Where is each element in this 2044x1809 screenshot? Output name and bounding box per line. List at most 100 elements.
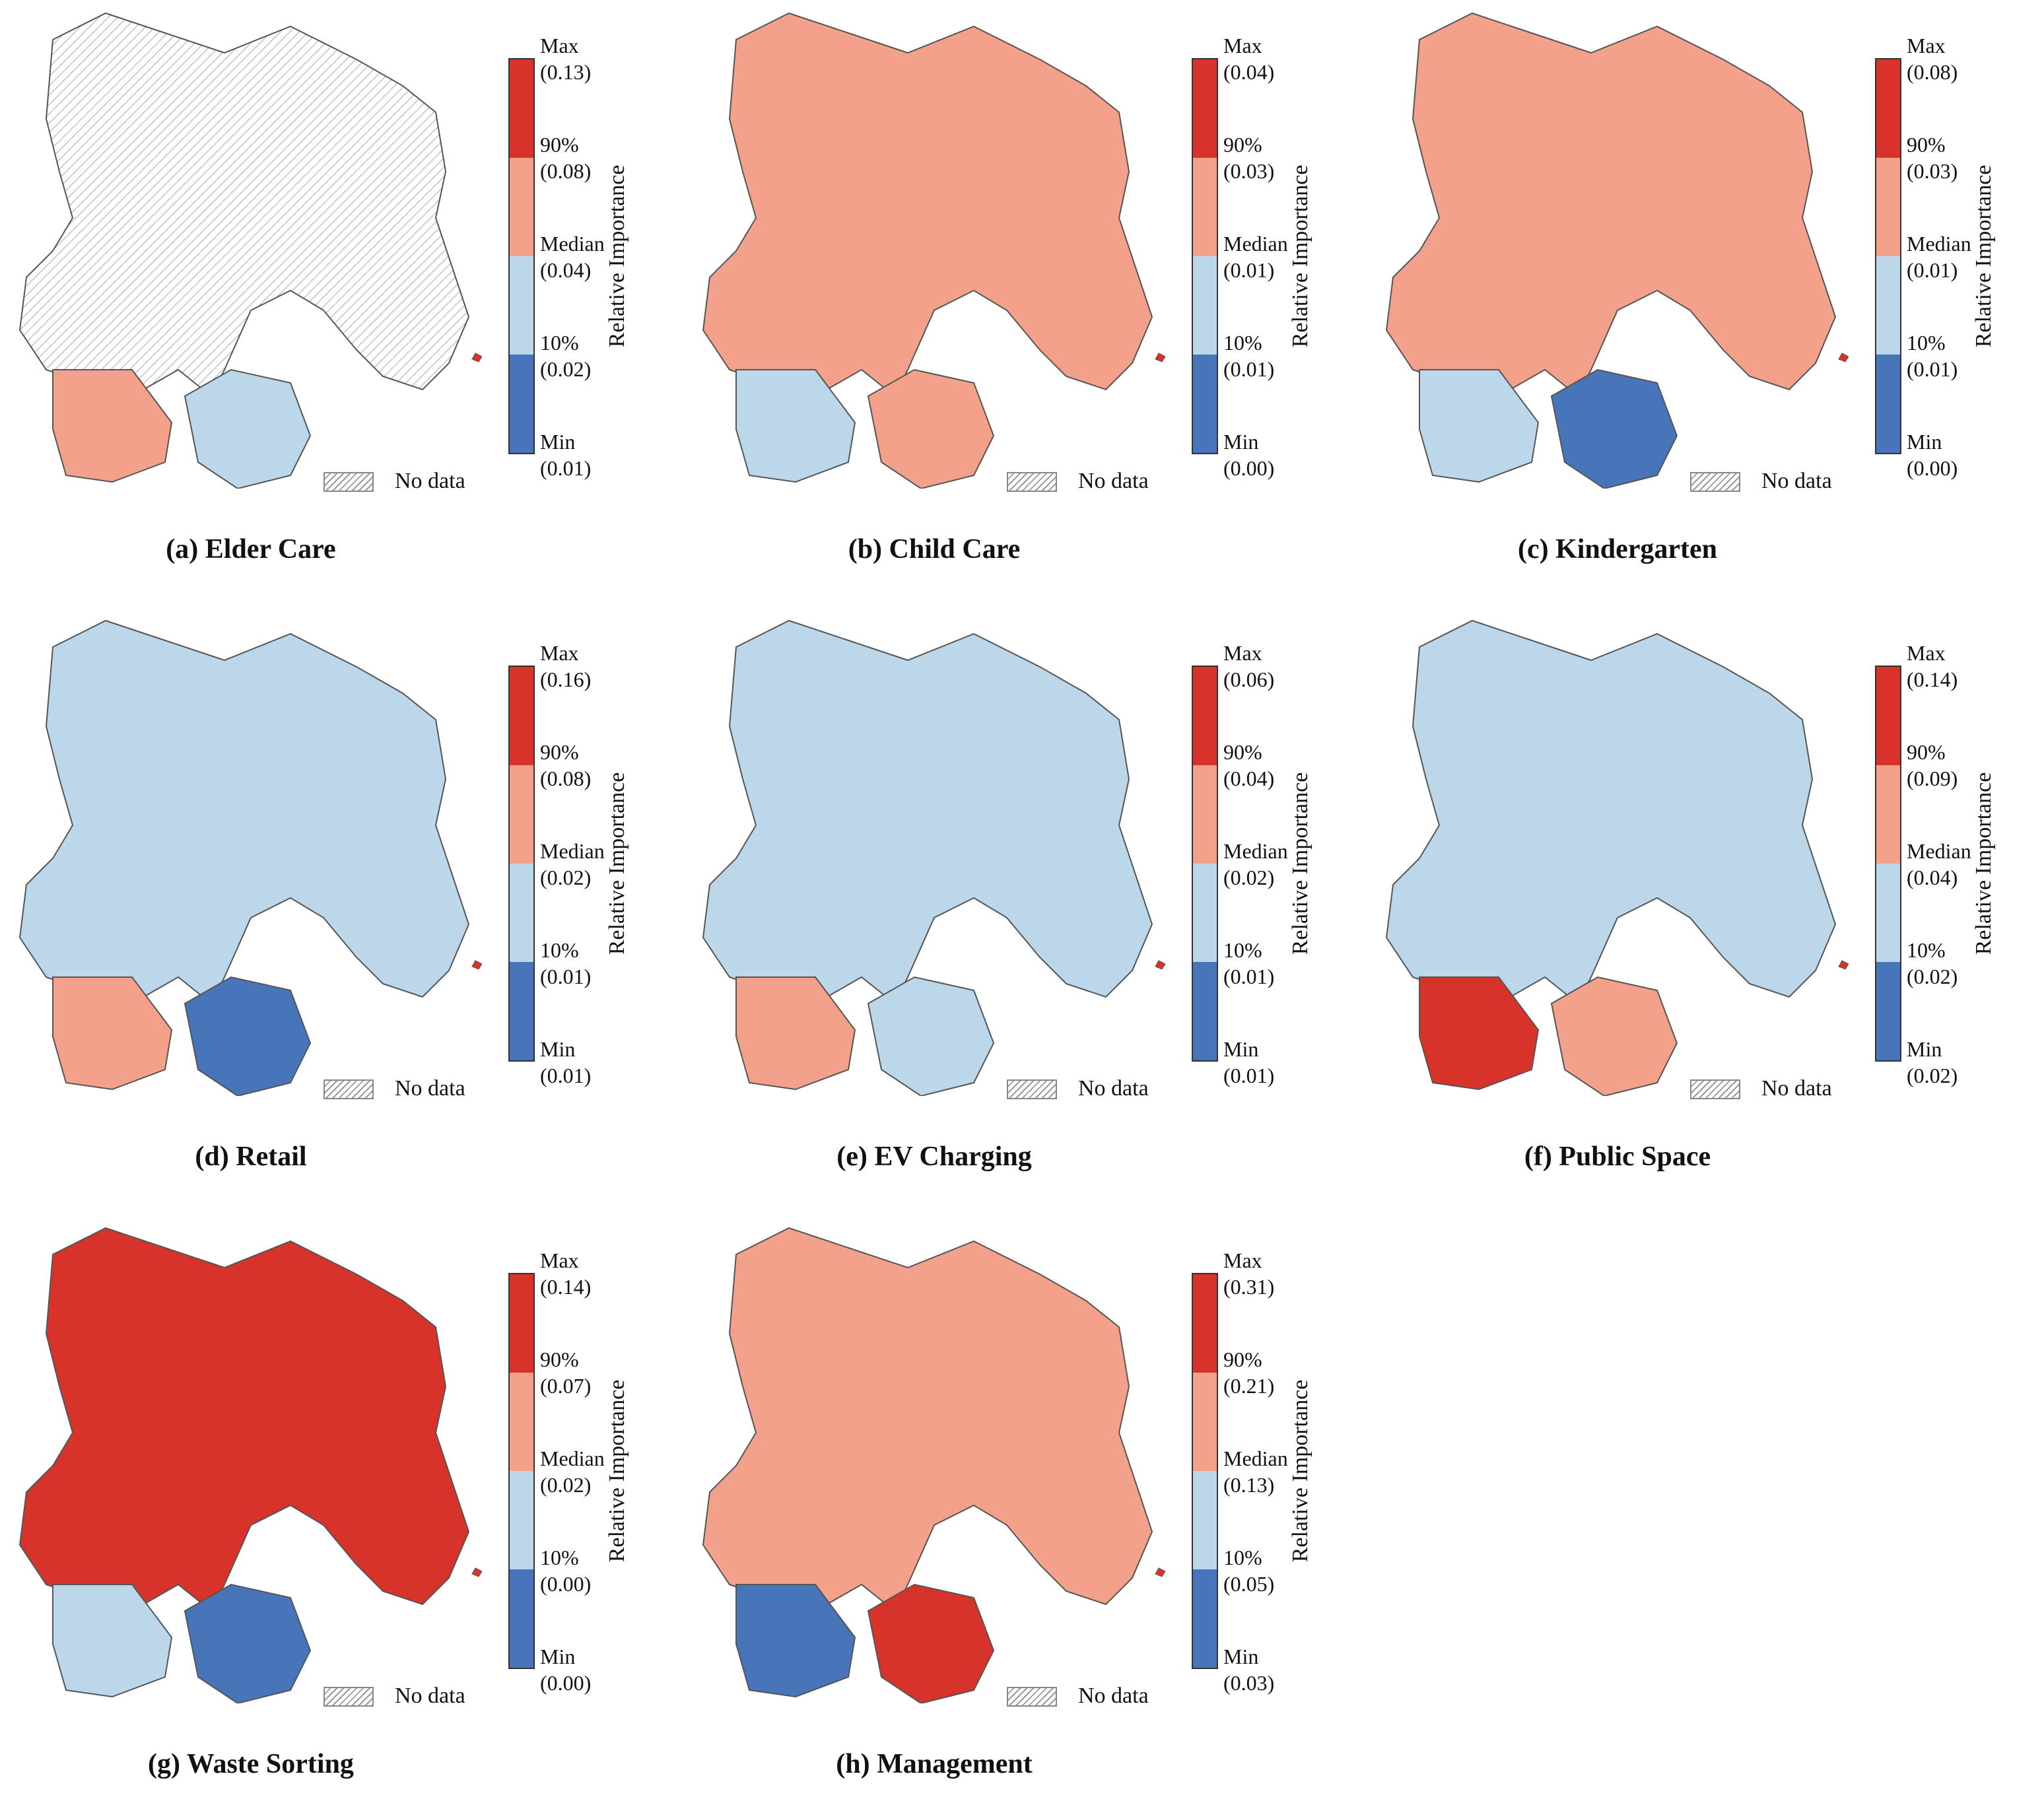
legend-p10-label: 10% <box>540 331 579 355</box>
legend-max-label: Max <box>1907 641 1946 665</box>
no-data-swatch <box>1007 472 1057 492</box>
no-data-swatch <box>324 1687 374 1707</box>
legend-min-label: Min <box>540 430 576 454</box>
legend-min-value: (0.02) <box>1907 1064 1958 1087</box>
legend-title: Relative Importance <box>1288 772 1312 955</box>
legend-title: Relative Importance <box>1288 1379 1312 1563</box>
legend-p90-value: (0.04) <box>1223 767 1275 790</box>
legend-p10-label: 10% <box>1907 331 1946 355</box>
map-panel-waste-sorting: Max (0.14) 90% (0.07) Median (0.02) 10% … <box>0 1215 687 1809</box>
colorbar-class-bottom <box>1876 355 1900 453</box>
colorbar-class-lower <box>510 256 533 355</box>
map-panel-child-care: Max (0.04) 90% (0.03) Median (0.01) 10% … <box>683 0 1370 594</box>
legend-max-value: (0.14) <box>1907 667 1958 691</box>
colorbar <box>1875 666 1901 1062</box>
colorbar-class-top <box>510 59 533 158</box>
colorbar-class-upper <box>1193 1373 1217 1471</box>
legend-min-label: Min <box>1223 430 1259 454</box>
no-data-swatch <box>1007 1079 1057 1099</box>
colorbar-class-bottom <box>1193 1569 1217 1668</box>
choropleth-map <box>702 1227 1165 1703</box>
legend-min-value: (0.00) <box>1223 456 1275 480</box>
colorbar-class-upper <box>1193 158 1217 256</box>
colorbar-class-top <box>1876 59 1900 158</box>
legend-median-label: Median <box>1223 232 1288 256</box>
legend-p90-value: (0.08) <box>540 159 592 183</box>
map-panel-retail: Max (0.16) 90% (0.08) Median (0.02) 10% … <box>0 607 687 1202</box>
panel-caption: (f) Public Space <box>1524 1142 1711 1172</box>
legend-p10-label: 10% <box>1223 938 1262 962</box>
no-data-swatch <box>324 472 374 492</box>
choropleth-map <box>18 619 482 1096</box>
no-data-label: No data <box>1078 1684 1149 1708</box>
legend-median-label: Median <box>540 1447 605 1470</box>
legend-min-value: (0.01) <box>540 456 592 480</box>
legend-title: Relative Importance <box>605 772 629 955</box>
legend-p10-value: (0.02) <box>1907 965 1958 988</box>
colorbar <box>1192 666 1218 1062</box>
colorbar-class-upper <box>510 765 533 864</box>
colorbar-class-lower <box>1876 864 1900 962</box>
legend-max-label: Max <box>1223 641 1262 665</box>
colorbar-class-upper <box>1876 765 1900 864</box>
legend-max-label: Max <box>540 641 579 665</box>
legend-min-value: (0.01) <box>1223 1064 1275 1087</box>
legend-p90-label: 90% <box>540 133 579 156</box>
legend-p10-value: (0.01) <box>1907 357 1958 381</box>
legend-title: Relative Importance <box>605 1379 629 1563</box>
panel-caption: (a) Elder Care <box>166 534 336 564</box>
colorbar-class-top <box>1193 667 1217 765</box>
no-data-swatch <box>324 1079 374 1099</box>
colorbar-class-lower <box>1193 864 1217 962</box>
legend-title: Relative Importance <box>1288 164 1312 348</box>
colorbar-class-lower <box>1193 1471 1217 1569</box>
legend-median-value: (0.02) <box>540 1473 592 1497</box>
colorbar-class-upper <box>1193 765 1217 864</box>
legend-median-value: (0.01) <box>1907 258 1958 282</box>
legend-min-label: Min <box>1907 430 1942 454</box>
legend-p90-value: (0.09) <box>1907 767 1958 790</box>
colorbar-class-top <box>1193 59 1217 158</box>
legend-median-value: (0.01) <box>1223 258 1275 282</box>
map-panel-ev-charging: Max (0.06) 90% (0.04) Median (0.02) 10% … <box>683 607 1370 1202</box>
colorbar <box>1192 1273 1218 1669</box>
colorbar-class-upper <box>1876 158 1900 256</box>
colorbar-class-bottom <box>510 1569 533 1668</box>
legend-max-label: Max <box>1223 1248 1262 1272</box>
legend-median-value: (0.02) <box>1223 866 1275 889</box>
colorbar-class-bottom <box>1193 962 1217 1060</box>
no-data-swatch <box>1690 1079 1740 1099</box>
legend-title: Relative Importance <box>1971 772 1996 955</box>
choropleth-map <box>702 12 1165 489</box>
panel-caption: (d) Retail <box>195 1142 307 1172</box>
legend-median-value: (0.04) <box>540 258 592 282</box>
colorbar-class-upper <box>510 158 533 256</box>
legend-p90-label: 90% <box>540 740 579 764</box>
legend-median-label: Median <box>540 232 605 256</box>
legend-p90-value: (0.21) <box>1223 1374 1275 1398</box>
legend-min-value: (0.03) <box>1223 1671 1275 1695</box>
legend-median-label: Median <box>1907 232 1971 256</box>
legend-median-label: Median <box>1223 839 1288 863</box>
legend-p90-value: (0.07) <box>540 1374 592 1398</box>
legend-p90-label: 90% <box>1907 740 1946 764</box>
legend-max-value: (0.06) <box>1223 667 1275 691</box>
colorbar <box>508 666 535 1062</box>
legend-median-value: (0.04) <box>1907 866 1958 889</box>
no-data-swatch <box>1007 1687 1057 1707</box>
colorbar-class-bottom <box>1193 355 1217 453</box>
map-panel-public-space: Max (0.14) 90% (0.09) Median (0.04) 10% … <box>1367 607 2044 1202</box>
no-data-label: No data <box>395 1076 465 1101</box>
no-data-label: No data <box>1761 469 1832 493</box>
legend-max-label: Max <box>540 1248 579 1272</box>
legend-median-label: Median <box>540 839 605 863</box>
map-panel-management: Max (0.31) 90% (0.21) Median (0.13) 10% … <box>683 1215 1370 1809</box>
no-data-label: No data <box>1078 1076 1149 1101</box>
legend-p90-label: 90% <box>1223 740 1262 764</box>
colorbar <box>1875 58 1901 454</box>
no-data-label: No data <box>1761 1076 1832 1101</box>
legend-max-label: Max <box>1223 34 1262 57</box>
no-data-label: No data <box>395 1684 465 1708</box>
legend-title: Relative Importance <box>1971 164 1996 348</box>
colorbar-class-bottom <box>1876 962 1900 1060</box>
